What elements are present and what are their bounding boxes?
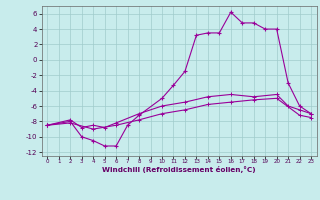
X-axis label: Windchill (Refroidissement éolien,°C): Windchill (Refroidissement éolien,°C) [102,166,256,173]
